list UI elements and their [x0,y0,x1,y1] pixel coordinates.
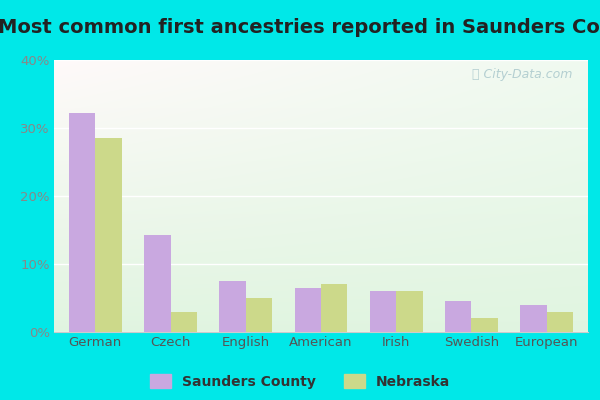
Bar [321,284,347,332]
Bar [246,298,272,332]
Bar [69,113,95,332]
Text: Most common first ancestries reported in Saunders County: Most common first ancestries reported in… [0,18,600,37]
Text: ⓘ City-Data.com: ⓘ City-Data.com [472,68,572,81]
Bar [445,302,472,332]
Bar [95,138,122,332]
Bar [144,236,170,332]
Bar [547,312,573,332]
Bar [396,291,422,332]
Legend: Saunders County, Nebraska: Saunders County, Nebraska [150,374,450,389]
Bar [220,281,246,332]
Bar [370,291,396,332]
Bar [170,312,197,332]
Bar [520,305,547,332]
Bar [295,288,321,332]
Bar [472,318,498,332]
